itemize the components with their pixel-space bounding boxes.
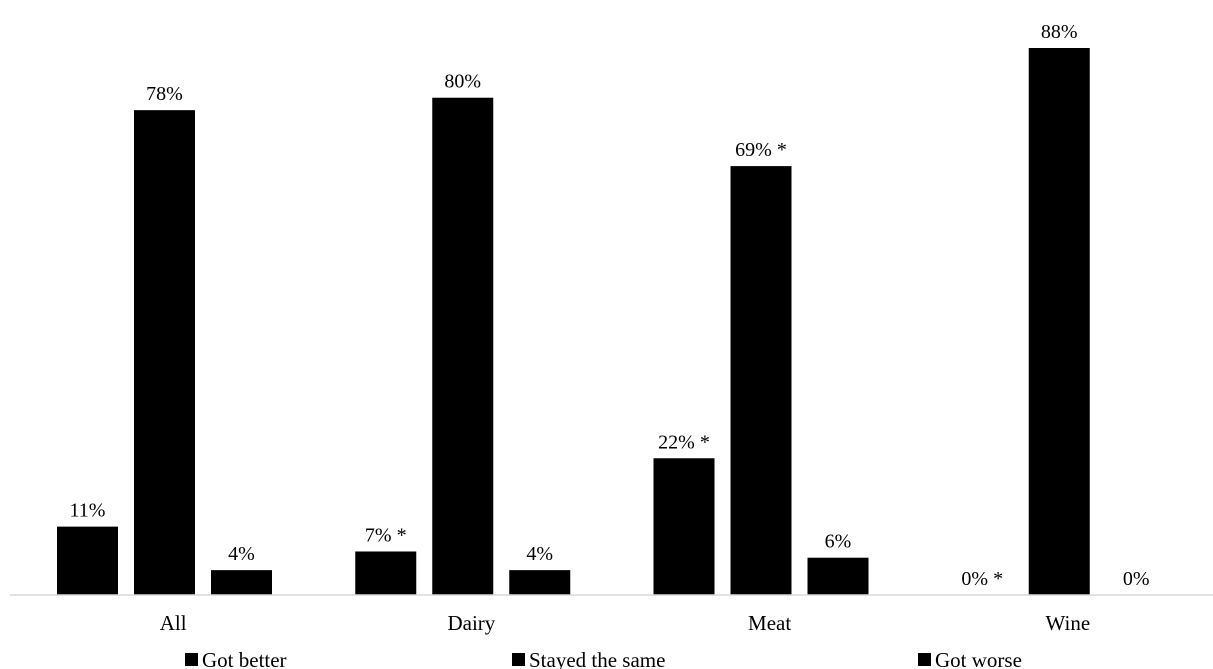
data-label-meat-got-better: 22% * [658,431,710,453]
data-label-dairy-stayed-the-same: 80% [444,71,481,93]
bar-meat-got-better [653,458,715,595]
data-label-all-stayed-the-same: 78% [146,83,183,105]
legend-swatch-stayed-the-same [512,653,525,666]
bar-meat-got-worse [807,557,869,595]
bar-dairy-got-worse [509,570,571,595]
data-label-all-got-worse: 4% [228,543,255,565]
bar-all-got-better [57,526,118,595]
data-label-meat-got-worse: 6% [825,531,852,553]
bar-all-stayed-the-same [134,110,195,595]
legend-label-got-worse: Got worse [935,648,1022,669]
legend-label-got-better: Got better [202,648,287,669]
data-label-dairy-got-worse: 4% [526,543,553,565]
legend-swatch-got-worse [918,653,931,666]
legend: Got better Stayed the same Got worse [185,648,1022,669]
legend-label-stayed-the-same: Stayed the same [529,648,665,669]
bar-wine-stayed-the-same [1028,48,1090,595]
bar-dairy-stayed-the-same [432,97,494,596]
category-label-all: All [160,611,187,635]
data-label-wine-got-better: 0% * [961,568,1003,590]
bar-dairy-got-better [355,551,417,595]
data-label-meat-stayed-the-same: 69% * [735,139,787,161]
legend-swatch-got-better [185,653,198,666]
data-label-dairy-got-better: 7% * [365,524,407,546]
category-labels-layer: All Dairy Meat Wine [160,611,1090,635]
bar-all-got-worse [211,570,272,595]
data-labels-layer: 11% 78% 4% 7% * 80% 4% 22% * 69% * 6% 0% * 88% 0% [70,21,1150,590]
category-label-wine: Wine [1046,611,1091,635]
category-label-dairy: Dairy [447,611,495,635]
bar-meat-stayed-the-same [730,166,792,595]
data-label-wine-stayed-the-same: 88% [1041,21,1078,43]
bars-layer [57,48,1090,596]
data-label-all-got-better: 11% [70,500,106,522]
category-label-meat: Meat [748,611,791,635]
data-label-wine-got-worse: 0% [1123,568,1150,590]
